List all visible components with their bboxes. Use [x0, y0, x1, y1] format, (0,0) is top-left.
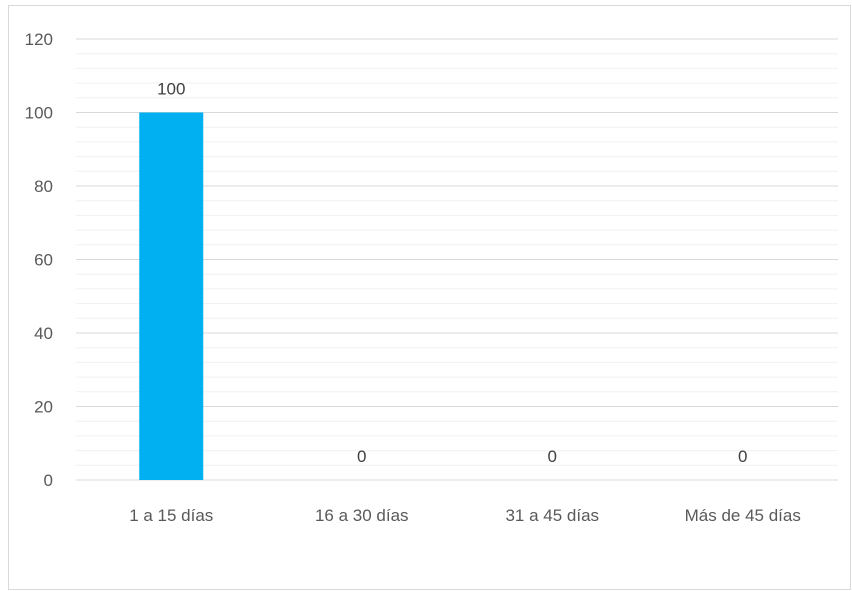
y-tick-label: 20 — [34, 398, 53, 417]
y-tick-label: 100 — [25, 104, 53, 123]
data-label: 0 — [357, 447, 366, 466]
data-label: 0 — [548, 447, 557, 466]
y-tick-label: 40 — [34, 324, 53, 343]
y-tick-label: 0 — [44, 471, 53, 490]
y-tick-label: 80 — [34, 177, 53, 196]
x-tick-label: Más de 45 días — [685, 506, 801, 525]
x-tick-label: 31 a 45 días — [505, 506, 599, 525]
x-tick-label: 1 a 15 días — [129, 506, 213, 525]
y-tick-label: 120 — [25, 30, 53, 49]
x-axis: 1 a 15 días 16 a 30 días 31 a 45 días Más d… — [129, 506, 801, 525]
data-label: 0 — [738, 447, 747, 466]
data-labels: 100 0 0 0 — [157, 80, 747, 467]
data-label: 100 — [157, 80, 185, 99]
bars — [139, 112, 204, 480]
bar — [139, 112, 204, 480]
y-tick-label: 60 — [34, 251, 53, 270]
x-tick-label: 16 a 30 días — [315, 506, 409, 525]
y-axis: 0 20 40 60 80 100 120 — [25, 30, 53, 490]
